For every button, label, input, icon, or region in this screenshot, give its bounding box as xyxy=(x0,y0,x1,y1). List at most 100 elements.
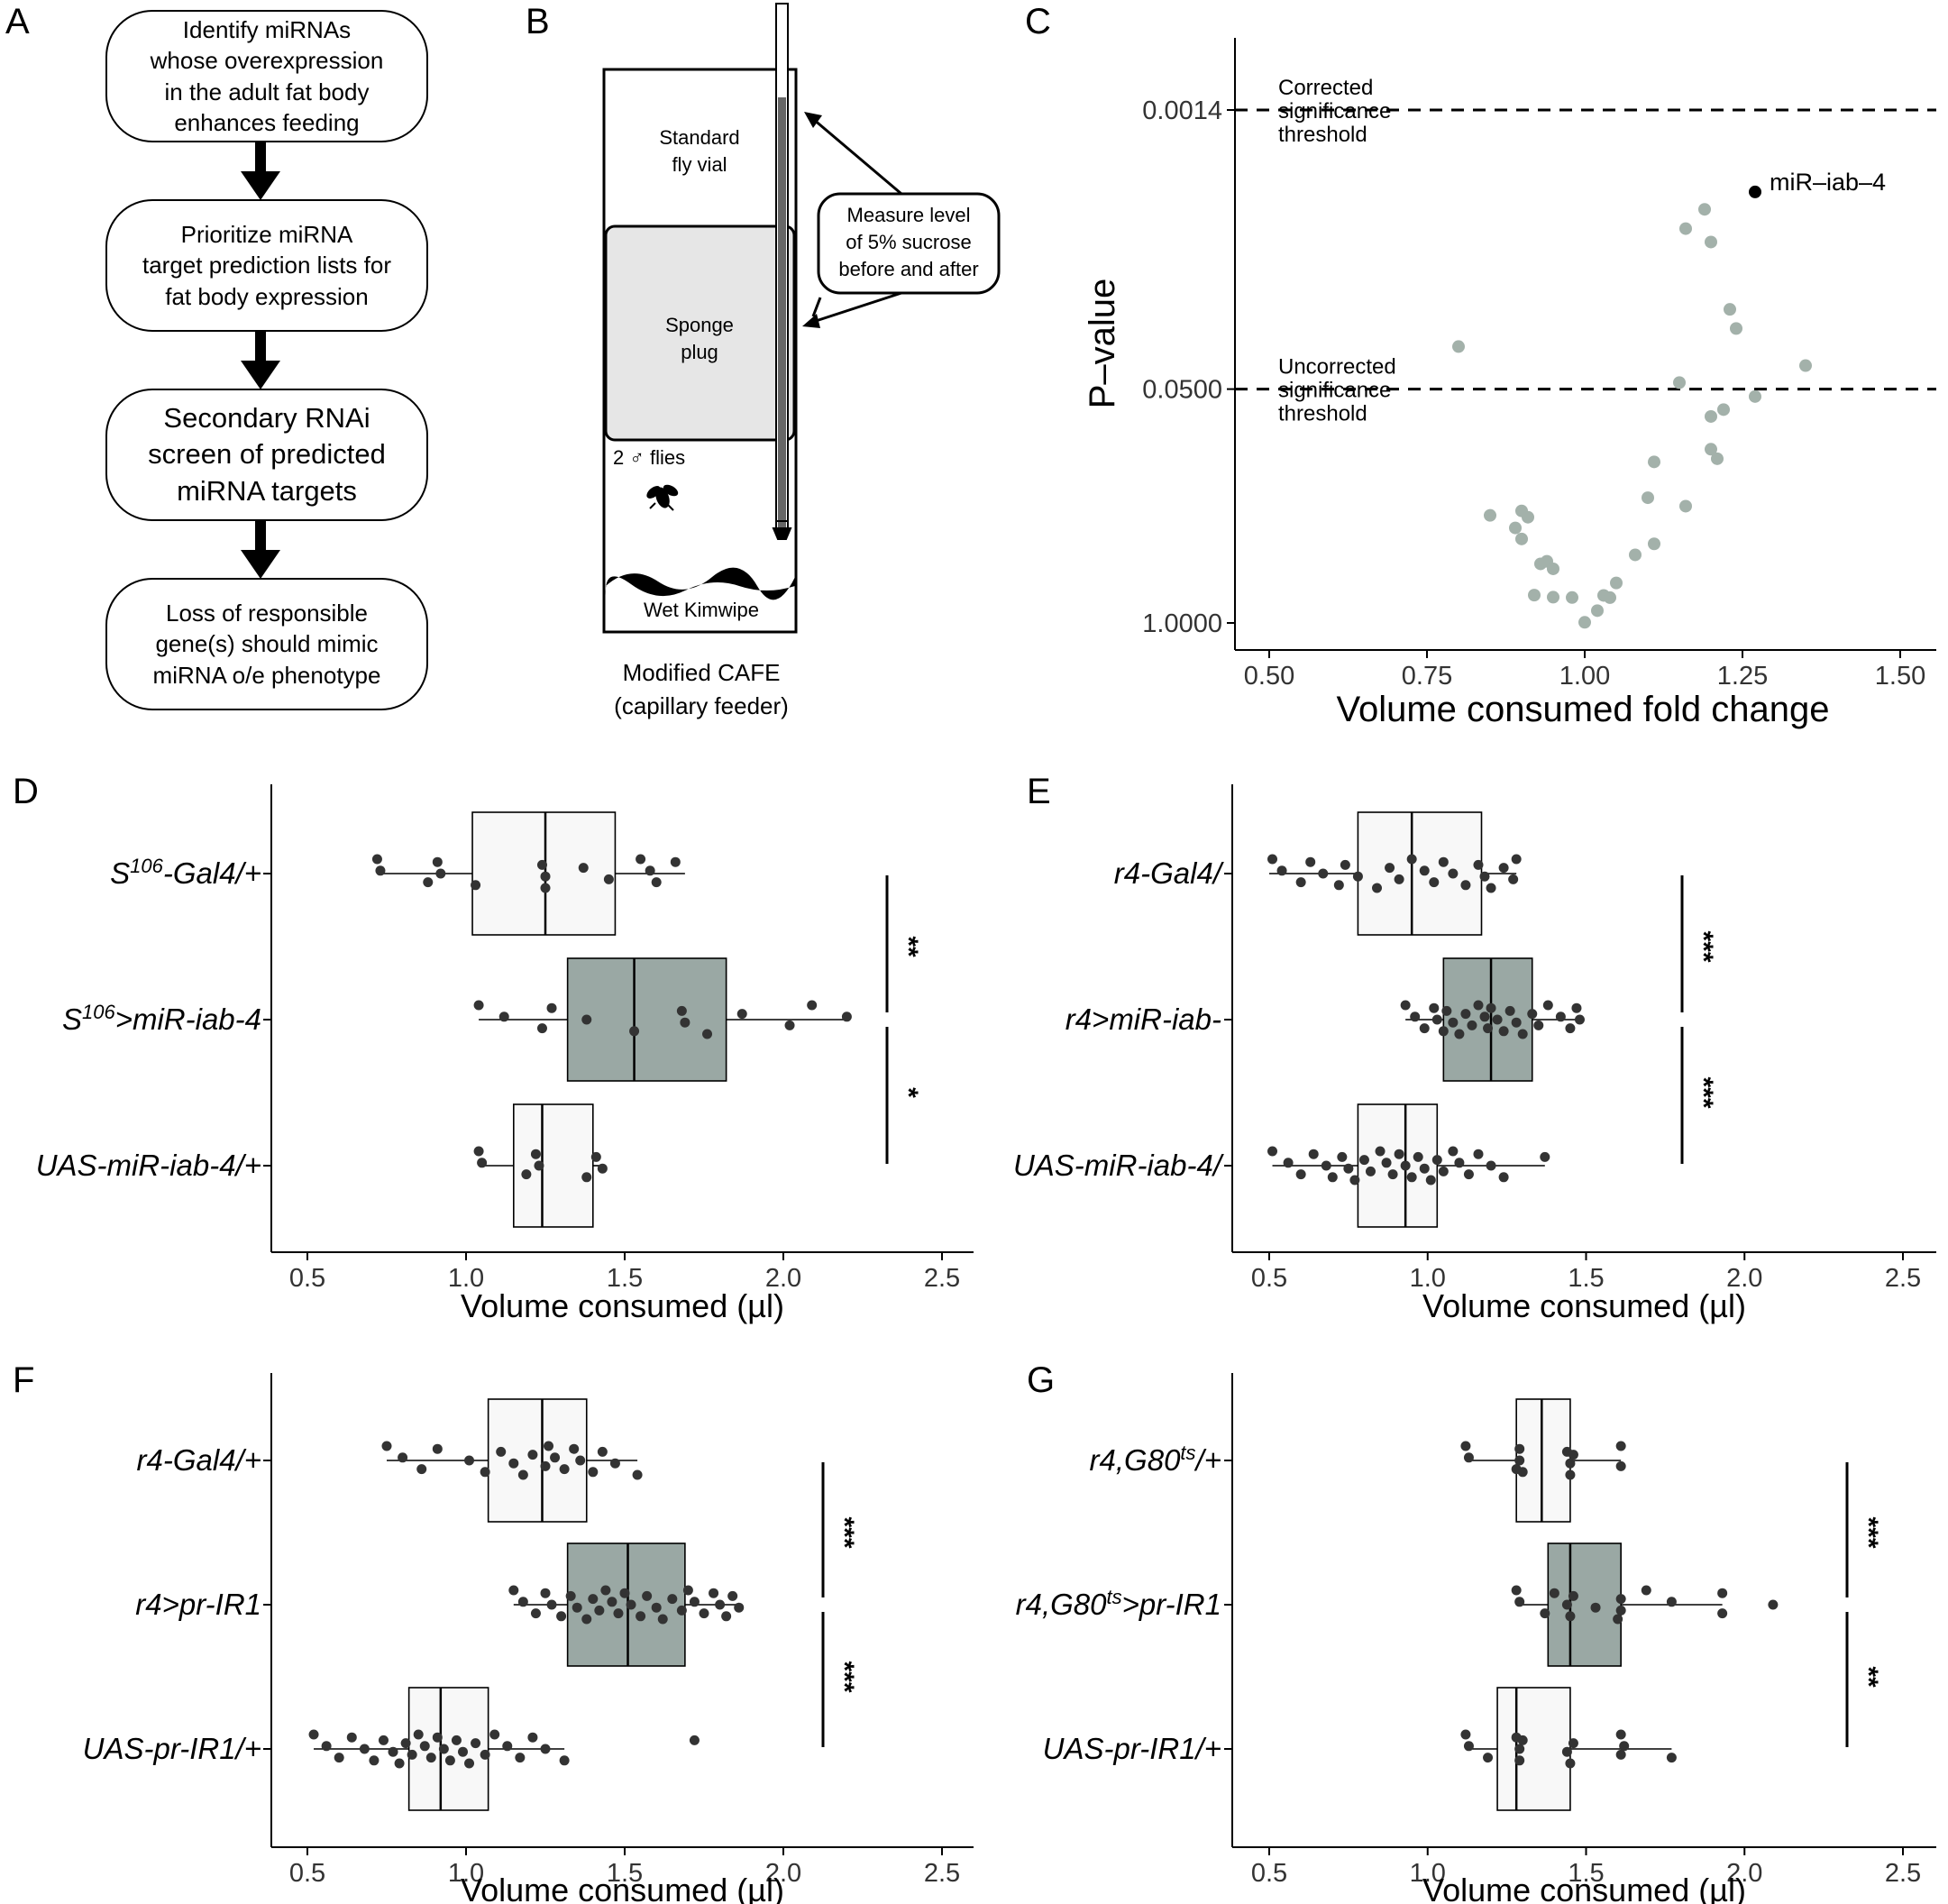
d-jitter-point xyxy=(670,856,681,867)
f-jitter-point xyxy=(600,1585,611,1596)
c-point xyxy=(1705,443,1717,456)
cafe-caption-2: (capillary feeder) xyxy=(614,692,789,719)
c-point xyxy=(1673,376,1686,389)
d-group-label: S106>miR-iab-4 xyxy=(62,1001,261,1036)
c-y-axis-title: P–value xyxy=(1083,279,1122,409)
e-group-label: r4-Gal4/ xyxy=(1114,856,1224,890)
c-point xyxy=(1528,589,1541,602)
e-jitter-point xyxy=(1327,1172,1338,1183)
e-jitter-point xyxy=(1333,880,1344,891)
c-x-axis-title: Volume consumed fold change xyxy=(1336,690,1829,729)
g-jitter-point xyxy=(1565,1469,1576,1480)
c-threshold-label-line: Corrected xyxy=(1278,76,1373,100)
c-threshold-label-line: significance xyxy=(1278,99,1391,124)
flow-step-1: Identify miRNAs whose overexpression in … xyxy=(105,10,428,142)
f-jitter-point xyxy=(642,1590,653,1601)
measure-callout xyxy=(817,192,1001,295)
c-y-tick-label: 0.0014 xyxy=(1142,96,1222,125)
f-jitter-point xyxy=(597,1446,608,1457)
d-group-label: UAS-miR-iab-4/+ xyxy=(36,1149,261,1182)
f-jitter-point xyxy=(667,1594,678,1605)
f-jitter-point xyxy=(594,1605,605,1616)
g-jitter-point xyxy=(1483,1753,1494,1763)
e-x-tick-label: 0.5 xyxy=(1251,1264,1287,1293)
panel-label-b: B xyxy=(526,2,550,41)
f-jitter-point xyxy=(321,1741,332,1752)
callout-line-1: Measure level xyxy=(847,204,971,226)
g-group-label-part: r4,G80 xyxy=(1090,1443,1182,1477)
d-jitter-point xyxy=(534,1160,544,1171)
f-jitter-point xyxy=(559,1464,570,1475)
g-jitter-point xyxy=(1717,1608,1728,1619)
d-box xyxy=(512,1103,594,1228)
d-x-tick-label: 1.0 xyxy=(448,1264,484,1293)
f-jitter-point xyxy=(502,1741,513,1752)
c-point xyxy=(1566,590,1578,604)
f-jitter-point xyxy=(394,1758,405,1769)
e-jitter-point xyxy=(1381,1158,1392,1168)
f-jitter-point xyxy=(517,1469,528,1480)
e-jitter-point xyxy=(1460,1009,1471,1020)
f-group-label: r4>pr-IR1 xyxy=(135,1588,261,1621)
d-jitter-point xyxy=(432,856,443,867)
c-point xyxy=(1724,303,1736,316)
c-point xyxy=(1629,548,1642,562)
d-jitter-point xyxy=(636,854,646,865)
chart-g: 0.5 1.0 1.5 2.0 2.5 Volume consumed (µl) r4,G8… xyxy=(1016,1373,1936,1904)
f-jitter-point xyxy=(565,1590,576,1601)
e-jitter-point xyxy=(1508,874,1519,884)
sponge-plug xyxy=(604,224,796,442)
e-jitter-point xyxy=(1305,856,1316,867)
f-jitter-point xyxy=(619,1588,630,1598)
d-jitter-point xyxy=(590,1151,601,1162)
g-jitter-point xyxy=(1590,1602,1601,1613)
c-y-tick-label: 1.0000 xyxy=(1142,609,1222,638)
g-jitter-point xyxy=(1568,1450,1578,1460)
d-jitter-point xyxy=(423,877,434,888)
d-group-label-part: 106 xyxy=(130,855,163,877)
g-jitter-point xyxy=(1514,1455,1525,1466)
f-jitter-point xyxy=(517,1597,528,1607)
g-group-label-part: ts xyxy=(1107,1586,1122,1608)
f-jitter-point xyxy=(556,1611,567,1622)
d-x-tick-label: 1.5 xyxy=(607,1264,643,1293)
d-jitter-point xyxy=(375,865,386,876)
f-x-tick-label: 2.5 xyxy=(924,1859,960,1888)
d-jitter-point xyxy=(471,880,481,891)
f-jitter-point xyxy=(569,1443,580,1454)
g-jitter-point xyxy=(1565,1758,1576,1769)
e-jitter-point xyxy=(1479,871,1490,882)
g-jitter-point xyxy=(1615,1460,1626,1471)
d-jitter-point xyxy=(702,1029,713,1039)
f-group-label-part: r4>pr-IR1 xyxy=(135,1588,261,1621)
f-jitter-point xyxy=(699,1608,709,1619)
c-highlight-point xyxy=(1749,185,1761,198)
e-jitter-point xyxy=(1448,1146,1459,1157)
d-group-label-part: UAS-miR-iab-4/+ xyxy=(36,1149,261,1182)
d-jitter-point xyxy=(603,874,614,884)
f-x-tick-label: 2.0 xyxy=(765,1859,801,1888)
f-jitter-point xyxy=(550,1452,561,1463)
e-jitter-point xyxy=(1295,1169,1306,1180)
e-jitter-point xyxy=(1410,1012,1421,1022)
f-x-tick-label: 1.5 xyxy=(607,1859,643,1888)
e-jitter-point xyxy=(1467,1020,1477,1030)
f-jitter-point xyxy=(544,1441,554,1451)
e-jitter-point xyxy=(1358,1155,1369,1166)
d-jitter-point xyxy=(546,1002,557,1013)
d-x-tick-label: 2.0 xyxy=(765,1264,801,1293)
e-jitter-point xyxy=(1555,1012,1566,1022)
e-jitter-point xyxy=(1483,1023,1494,1034)
e-jitter-point xyxy=(1431,1014,1442,1025)
d-significance-stars: ** xyxy=(893,936,923,957)
d-jitter-point xyxy=(498,1012,509,1022)
e-group-label: r4>miR-iab- xyxy=(1065,1002,1221,1036)
e-jitter-point xyxy=(1349,1175,1360,1185)
f-jitter-point xyxy=(432,1443,443,1454)
d-jitter-point xyxy=(435,868,446,879)
f-jitter-point xyxy=(689,1735,700,1745)
d-jitter-point xyxy=(536,859,547,870)
f-jitter-point xyxy=(588,1594,599,1605)
c-point xyxy=(1717,403,1730,416)
